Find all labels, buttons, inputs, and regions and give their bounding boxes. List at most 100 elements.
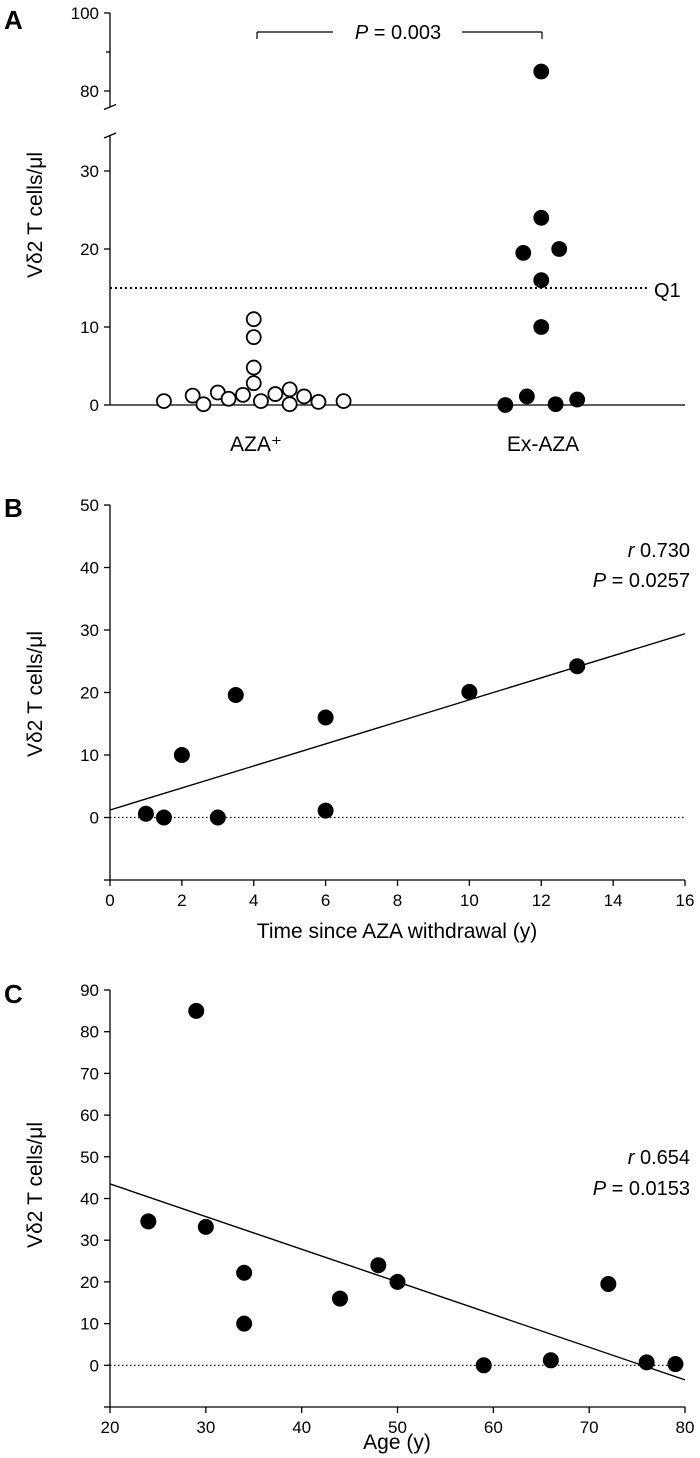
y-tick-label: 50 [80, 496, 99, 515]
data-point [188, 1002, 205, 1019]
data-point [209, 809, 226, 826]
y-tick-label: 90 [80, 981, 99, 1000]
data-point [236, 1315, 253, 1332]
data-point [317, 709, 334, 726]
y-tick-label: 20 [80, 1273, 99, 1292]
y-tick-label-a: 80 [80, 82, 99, 101]
x-tick-label-c: 50 [388, 1418, 407, 1437]
data-point [389, 1273, 406, 1290]
x-tick-label-b: 14 [604, 891, 623, 910]
data-point [197, 1218, 214, 1235]
data-point-aza-plus [195, 396, 212, 413]
marks-a [156, 63, 586, 413]
y-tick-label: 0 [90, 1356, 99, 1375]
y-tick-label-a: 100 [71, 4, 99, 23]
x-axis-label-c: Age (y) [363, 1431, 431, 1454]
x-tick-label-b: 4 [249, 891, 258, 910]
x-tick-label-c: 30 [196, 1418, 215, 1437]
data-point [317, 802, 334, 819]
data-point-aza-plus [281, 396, 298, 413]
y-tick-label: 30 [80, 1231, 99, 1250]
data-point [332, 1290, 348, 1307]
data-point-ex-aza [569, 391, 586, 408]
x-tick-label-b: 10 [460, 891, 479, 910]
data-point-ex-aza [515, 244, 532, 261]
data-point-aza-plus [267, 386, 284, 402]
data-point-ex-aza [518, 388, 535, 405]
data-point-ex-aza [533, 272, 550, 289]
data-point [667, 1356, 684, 1373]
axes-a: 0 10 20 30 80 100 [71, 4, 685, 415]
r-value-c: r 0.654 [628, 1147, 690, 1169]
data-point-ex-aza [533, 63, 550, 80]
axis-break-mark-lower [103, 132, 117, 139]
data-point-aza-plus [245, 329, 262, 346]
y-tick-label: 40 [80, 1190, 99, 1209]
x-category-label-aza-plus: AZA⁺ [230, 433, 282, 456]
y-tick-label-a: 30 [80, 162, 99, 181]
data-point-aza-plus [220, 390, 237, 407]
axes-b: 0 10 20 30 40 50 0 2 4 6 8 10 12 14 16 [80, 496, 694, 910]
x-tick-label-b: 16 [676, 891, 695, 910]
x-axis-label-b: Time since AZA withdrawal (y) [257, 920, 537, 943]
y-tick-label: 60 [80, 1106, 99, 1125]
y-tick-label-a: 10 [80, 318, 99, 337]
data-point [236, 1264, 253, 1281]
data-point [638, 1354, 655, 1371]
axes-c: 0 10 20 30 40 50 60 70 80 90 20 30 40 50 60 70 80 [80, 981, 694, 1437]
data-point [600, 1275, 617, 1292]
x-tick-label-c: 40 [292, 1418, 311, 1437]
data-point [461, 683, 478, 700]
data-point-aza-plus [245, 359, 262, 376]
p-value-a: P = 0.003 [355, 22, 441, 44]
p-value-b: P = 0.0257 [593, 570, 690, 592]
q1-label: Q1 [654, 280, 681, 302]
y-tick-label: 20 [80, 684, 99, 703]
data-point-aza-plus [253, 393, 269, 410]
data-point-aza-plus [335, 393, 352, 410]
data-point-ex-aza [497, 397, 514, 413]
r-value-b: r 0.730 [628, 540, 690, 562]
x-tick-label-c: 20 [101, 1418, 120, 1437]
data-point-aza-plus [281, 381, 298, 398]
data-point-ex-aza [533, 319, 550, 335]
data-point-aza-plus [245, 311, 262, 328]
x-tick-label-b: 12 [532, 891, 551, 910]
data-point [155, 809, 172, 826]
data-point [140, 1213, 157, 1230]
data-point-aza-plus [245, 375, 262, 392]
marks-c [109, 1002, 686, 1381]
y-tick-label: 50 [80, 1148, 99, 1167]
panel-letter-a: A [4, 5, 23, 35]
marks-b [109, 633, 686, 826]
y-tick-label: 70 [80, 1064, 99, 1083]
y-axis-label-c: Vδ2 T cells/μl [24, 1122, 47, 1248]
y-axis-label-b: Vδ2 T cells/μl [24, 631, 47, 757]
data-point-aza-plus [156, 393, 172, 410]
data-point-aza-plus [184, 387, 201, 404]
y-tick-label-a: 0 [90, 396, 99, 415]
data-point [370, 1257, 387, 1274]
axis-break-mark-upper [103, 103, 117, 111]
data-point-ex-aza [547, 396, 564, 413]
x-tick-label-c: 80 [676, 1418, 695, 1437]
y-tick-label: 10 [80, 746, 99, 765]
y-tick-label: 40 [80, 559, 99, 578]
data-point-ex-aza [533, 209, 550, 226]
x-tick-label-b: 2 [177, 891, 186, 910]
data-point-ex-aza [551, 241, 568, 257]
x-tick-label-b: 6 [321, 891, 330, 910]
panel-letter-b: B [4, 493, 23, 523]
data-point [569, 658, 586, 675]
data-point-aza-plus [296, 388, 312, 405]
panel-a: A Vδ2 T cells/μl 0 10 20 30 80 100 AZA⁺ Ex-AZ… [4, 4, 685, 456]
x-category-label-ex-aza: Ex-AZA [507, 433, 579, 456]
x-tick-label-b: 8 [393, 891, 402, 910]
y-tick-label: 10 [80, 1315, 99, 1334]
data-point [137, 805, 154, 822]
x-tick-label-c: 60 [484, 1418, 503, 1437]
data-point-aza-plus [310, 393, 327, 410]
data-point [227, 687, 244, 703]
y-tick-label: 0 [90, 809, 99, 828]
